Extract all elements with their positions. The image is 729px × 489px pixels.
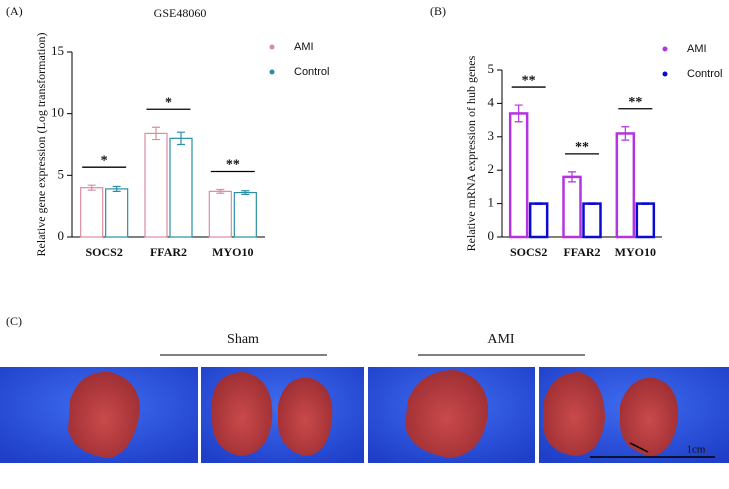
legend-swatch [662,71,668,77]
group-label: AMI [487,332,515,347]
y-tick-label: 1 [488,195,495,210]
error-bar [641,202,650,205]
y-tick-label: 3 [488,128,495,143]
y-tick-label: 15 [51,43,64,58]
error-bar [177,131,185,146]
y-axis-label: Relative mRNA expression of hub genes [464,55,478,251]
x-tick-label: SOCS2 [85,245,122,259]
significance: ** [226,158,240,173]
x-tick-label: MYO10 [212,245,253,259]
error-bar [534,202,543,205]
significance: ** [522,73,536,88]
error-bar [152,126,160,141]
photos [0,367,729,463]
error-bar [216,188,225,194]
bar [528,202,549,239]
legend-label: Control [294,66,329,78]
panel-label: (A) [6,4,23,18]
legend-label: AMI [294,41,314,53]
bar [233,192,257,238]
x-tick-label: FFAR2 [150,245,187,259]
y-tick-label: 4 [488,94,495,109]
bar [562,175,582,239]
scale-bar-label: 1cm [687,444,706,456]
bar [144,132,168,238]
bar [169,137,193,238]
y-tick-label: 5 [58,166,65,181]
bar [508,112,529,239]
y-tick-label: 0 [488,228,495,243]
bar [105,188,129,238]
chart-title: GSE48060 [154,6,207,20]
error-bar [621,126,630,141]
significance: * [101,153,108,168]
panel-label: (C) [6,314,22,328]
group-label: Sham [227,332,259,347]
panel-label: (B) [430,4,446,18]
significance: ** [628,95,642,110]
y-tick-label: 10 [51,105,64,120]
bar [635,202,656,239]
x-tick-label: FFAR2 [563,245,600,259]
bar [582,202,602,239]
legend-swatch [662,46,668,52]
significance: * [165,95,172,110]
bar [80,187,104,238]
x-tick-label: MYO10 [615,245,656,259]
legend-label: AMI [687,43,707,55]
error-bar [87,184,96,191]
y-axis-label: Relative gene expression (Log transforma… [34,33,48,257]
bar [208,190,232,238]
y-tick-label: 5 [488,61,495,76]
error-bar [241,190,250,196]
error-bar [588,202,596,205]
error-bar [514,104,523,123]
significance: ** [575,140,589,155]
y-tick-label: 0 [58,228,65,243]
x-tick-label: SOCS2 [510,245,547,259]
error-bar [568,171,576,183]
legend-label: Control [687,68,722,80]
error-bar [112,185,121,192]
legend-swatch [269,69,275,75]
y-tick-label: 2 [488,161,495,176]
bar [615,132,636,239]
legend-swatch [269,44,275,50]
